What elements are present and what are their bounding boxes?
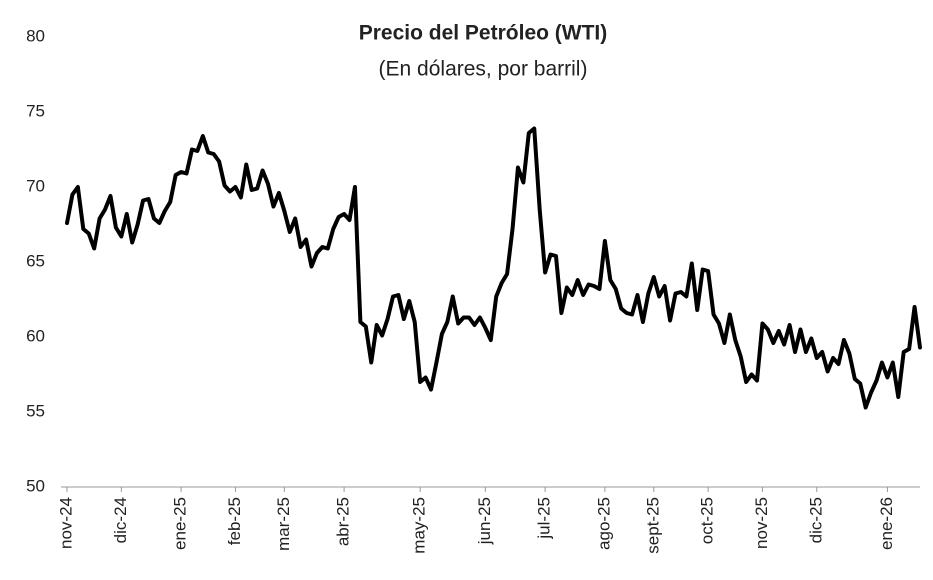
chart-title: Precio del Petróleo (WTI) [359, 22, 608, 45]
x-tick-label: feb-25 [225, 497, 244, 545]
y-tick-label: 70 [26, 176, 45, 195]
y-tick-label: 65 [26, 251, 45, 270]
x-tick-label: nov-24 [56, 497, 75, 549]
x-tick-label: nov-25 [752, 497, 771, 549]
price-line [65, 126, 922, 410]
y-tick-label: 60 [26, 326, 45, 345]
x-tick-label: oct-25 [698, 497, 717, 544]
x-tick-label: ene-26 [877, 497, 896, 550]
x-tick-label: abr-25 [334, 497, 353, 546]
x-tick-label: ene-25 [171, 497, 190, 550]
chart-subtitle: (En dólares, por barril) [379, 58, 588, 81]
x-tick-label: jun-25 [475, 497, 494, 545]
x-tick-label: dic-24 [111, 497, 130, 543]
y-tick-label: 55 [26, 401, 45, 420]
x-tick-label: sept-25 [643, 497, 662, 554]
x-tick-label: ago-25 [594, 497, 613, 550]
x-tick-label: dic-25 [806, 497, 825, 543]
x-tick-label: may-25 [410, 497, 429, 554]
x-tick-label: mar-25 [274, 497, 293, 551]
x-tick-label: jul-25 [535, 497, 554, 540]
y-tick-label: 80 [26, 26, 45, 45]
y-tick-label: 75 [26, 101, 45, 120]
y-tick-label: 50 [26, 476, 45, 495]
